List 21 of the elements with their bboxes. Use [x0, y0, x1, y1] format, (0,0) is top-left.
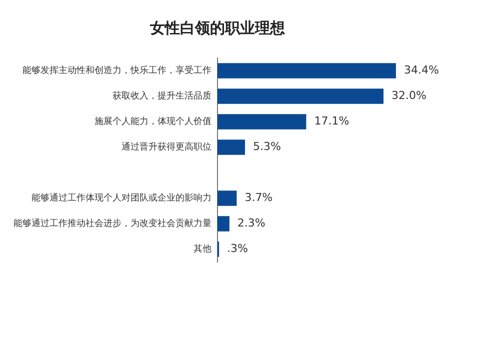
chart-title: 女性白领的职业理想 — [149, 18, 286, 37]
y-tick-label: 获取收入，提升生活品质 — [112, 90, 212, 102]
data-label: .3% — [227, 242, 248, 256]
y-tick-label: 能够通过工作体现个人对团队或企业的影响力 — [32, 192, 212, 204]
bar — [218, 63, 396, 78]
data-label: 17.1% — [314, 114, 350, 128]
bar — [218, 88, 384, 104]
data-label: 32.0% — [392, 89, 426, 102]
y-tick-label: 能够通过工作推动社会进步，为改变社会贡献力量 — [14, 218, 212, 230]
y-tick-label: 通过晋升获得更高职位 — [122, 142, 212, 153]
bar — [218, 216, 230, 232]
data-label: 5.3% — [252, 140, 281, 154]
y-tick-label: 施展个人能力，体现个人价值 — [94, 116, 212, 128]
data-label: 3.7% — [244, 191, 273, 204]
bar — [218, 190, 237, 206]
y-tick-label: 其他 — [194, 244, 212, 255]
data-label: 34.4% — [404, 64, 439, 77]
data-label: 2.3% — [237, 216, 266, 230]
bar — [218, 140, 245, 155]
bar — [218, 114, 306, 130]
y-tick-label: 能够发挥主动性和创造力，快乐工作，享受工作 — [22, 65, 212, 76]
